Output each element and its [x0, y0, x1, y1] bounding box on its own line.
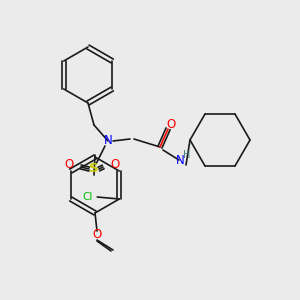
Text: H: H: [183, 150, 191, 160]
Text: O: O: [110, 158, 120, 172]
Text: S: S: [89, 163, 99, 176]
Text: O: O: [64, 158, 74, 172]
Text: N: N: [176, 154, 184, 167]
Text: O: O: [92, 229, 102, 242]
Text: O: O: [167, 118, 176, 130]
Text: N: N: [103, 134, 112, 148]
Text: Cl: Cl: [82, 192, 92, 202]
